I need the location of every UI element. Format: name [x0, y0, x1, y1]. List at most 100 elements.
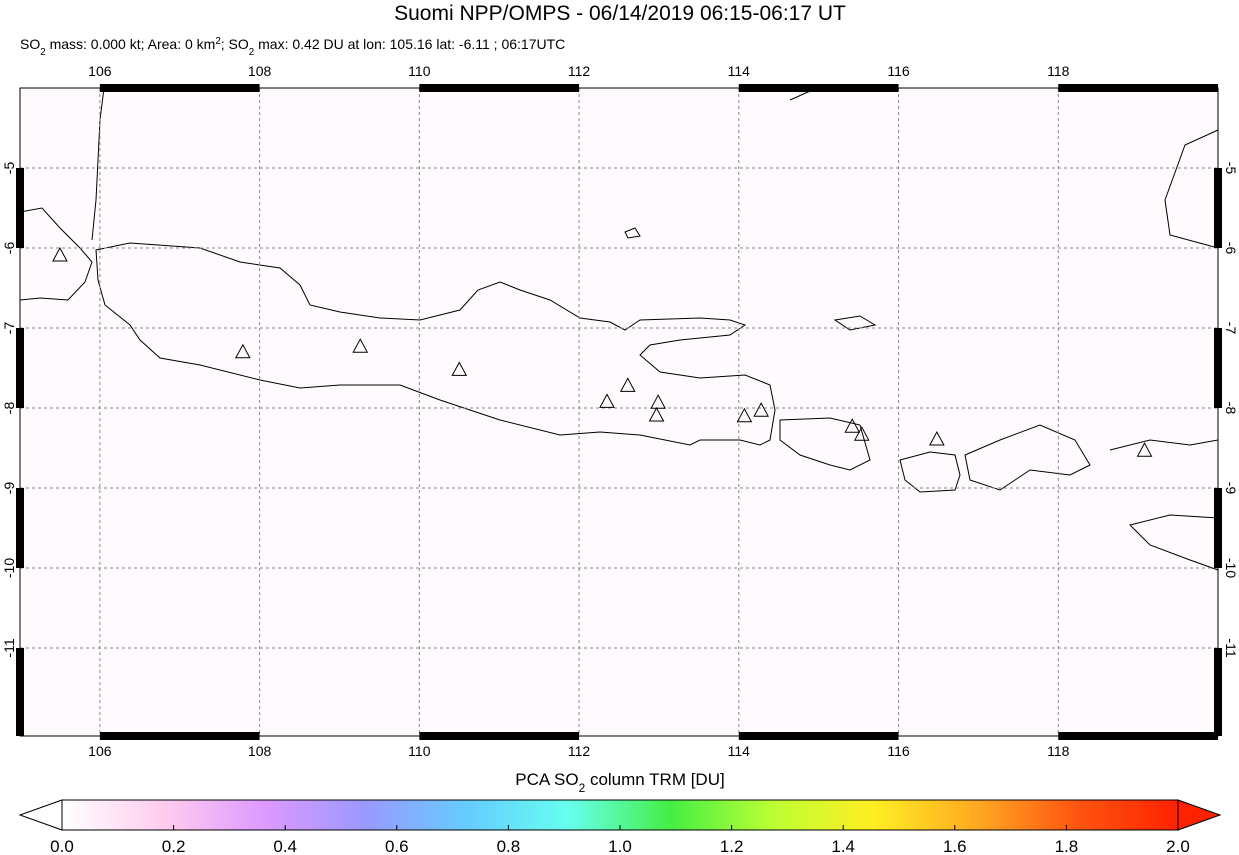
y-tick-label-right: -9	[1223, 482, 1239, 495]
y-tick-label-left: -10	[1, 558, 17, 578]
x-tick-label-bottom: 116	[887, 743, 910, 759]
volcano	[753, 402, 769, 417]
x-tick-label-bottom: 118	[1047, 743, 1070, 759]
y-bar-right	[1214, 168, 1222, 248]
colorbar-tick-label: 0.4	[273, 837, 297, 855]
coast-bali	[779, 417, 871, 471]
colorbar-over	[1177, 799, 1222, 831]
y-tick-label-right: -8	[1223, 402, 1239, 415]
subtitle: SO2 mass: 0.000 kt; Area: 0 km2; SO2 max…	[20, 36, 565, 58]
y-tick-label-left: -9	[1, 482, 17, 495]
colorbar-tick-label: 0.0	[50, 837, 74, 855]
title: Suomi NPP/OMPS - 06/14/2019 06:15-06:17 …	[394, 2, 846, 25]
x-bar-top	[99, 84, 260, 92]
y-bar-right	[1214, 488, 1222, 568]
colorbar-tick-label: 0.2	[162, 837, 186, 855]
volcano	[451, 361, 468, 376]
y-tick-label-left: -7	[1, 322, 17, 335]
volcano	[929, 430, 945, 446]
volcano	[853, 426, 870, 441]
colorbar-under	[18, 799, 63, 831]
y-tick-label-right: -11	[1223, 638, 1239, 657]
x-tick-label-bottom: 106	[88, 743, 112, 759]
volcano	[52, 246, 68, 262]
text-part: 2	[40, 47, 45, 58]
colorbar-tick-label: 1.6	[943, 837, 967, 855]
text-part: 2	[249, 47, 254, 58]
volcano	[844, 418, 861, 433]
map-background	[20, 88, 1218, 736]
colorbar-tick-label: 0.8	[497, 837, 521, 855]
x-tick-label-top: 114	[728, 63, 751, 79]
text-part: 2	[215, 36, 220, 47]
colorbar-tick-label: 2.0	[1166, 837, 1190, 855]
y-tick-label-left: -11	[1, 638, 17, 657]
colorbar-tick-label: 1.4	[831, 837, 855, 855]
y-bar-left	[16, 488, 24, 568]
x-tick-label-bottom: 114	[728, 743, 751, 759]
colorbar: 0.0 0.2 0.4 0.6 0.8 1.0 1.2 1.4 1.6 1.8 2.0	[18, 799, 1222, 855]
y-bar-right	[1214, 328, 1222, 408]
volcano	[736, 407, 753, 423]
x-bar-top	[419, 84, 580, 92]
x-tick-label-top: 106	[88, 63, 112, 79]
y-tick-label-left: -6	[1, 242, 17, 255]
colorbar-tick-label: 0.6	[385, 837, 409, 855]
x-bar-top	[738, 84, 899, 92]
text-part: column TRM [DU]	[585, 770, 725, 789]
x-bar-bottom	[99, 732, 260, 740]
y-bar-right	[1214, 648, 1222, 736]
colorbar-tick-label: 1.0	[608, 837, 632, 855]
volcanoes	[52, 246, 1153, 457]
text-part: mass: 0.000 kt; Area: 0 km	[46, 36, 216, 52]
text-part: ; SO	[221, 36, 249, 52]
y-tick-label-right: -5	[1223, 162, 1239, 175]
text-part: PCA SO	[515, 770, 578, 789]
x-bar-top	[1058, 84, 1218, 92]
x-bar-bottom	[738, 732, 899, 740]
volcano	[234, 343, 251, 359]
x-tick-label-top: 108	[248, 63, 272, 79]
y-tick-label-right: -10	[1223, 558, 1239, 578]
colorbar-tick-label: 1.8	[1055, 837, 1079, 855]
coast-sulawesi	[1164, 129, 1219, 249]
x-bar-bottom	[1058, 732, 1218, 740]
map-frame	[19, 87, 1219, 737]
coast-islet	[624, 227, 641, 239]
x-tick-label-top: 110	[408, 63, 431, 79]
x-tick-label-bottom: 110	[408, 743, 431, 759]
coast-sumatra-east	[91, 87, 105, 241]
volcano	[619, 377, 636, 392]
volcano	[352, 338, 369, 353]
coastlines	[19, 87, 1219, 571]
coast-islet	[833, 315, 877, 331]
volcano	[599, 393, 615, 408]
y-bar-left	[16, 328, 24, 408]
volcano	[650, 394, 666, 409]
colorbar-label: PCA SO2 column TRM [DU]	[515, 770, 724, 795]
grid	[20, 88, 1218, 736]
y-bar-left	[16, 168, 24, 248]
coast-sumatra	[19, 207, 93, 301]
coast-lombok	[899, 451, 961, 493]
text-part: max: 0.42 DU at lon: 105.16 lat: -6.11 ;…	[254, 36, 565, 52]
y-tick-label-left: -5	[1, 162, 17, 175]
y-tick-label-right: -7	[1223, 322, 1239, 335]
coast-sumbawa	[964, 424, 1091, 491]
coast-java	[95, 242, 776, 446]
text-part: 2	[579, 781, 586, 795]
frame-bars	[16, 84, 1222, 740]
text-part: SO	[20, 36, 40, 52]
y-bar-left	[16, 648, 24, 736]
volcano	[648, 406, 665, 422]
x-tick-label-top: 116	[887, 63, 910, 79]
x-tick-label-top: 118	[1047, 63, 1070, 79]
volcano	[1136, 442, 1153, 457]
colorbar-tick-label: 1.2	[720, 837, 744, 855]
x-tick-label-top: 112	[568, 63, 591, 79]
x-bar-bottom	[419, 732, 580, 740]
y-tick-label-right: -6	[1223, 242, 1239, 255]
y-tick-label-left: -8	[1, 402, 17, 415]
x-tick-label-bottom: 112	[568, 743, 591, 759]
